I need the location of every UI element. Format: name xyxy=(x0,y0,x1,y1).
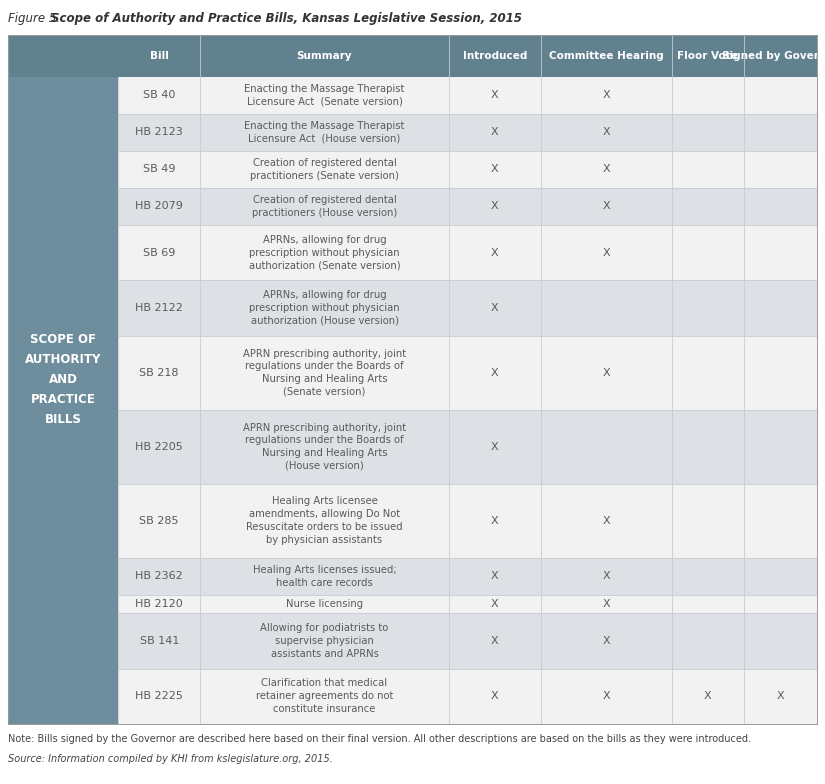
Text: SB 49: SB 49 xyxy=(143,165,176,174)
Text: SB 69: SB 69 xyxy=(143,248,176,258)
Text: X: X xyxy=(491,128,498,137)
Text: Bill: Bill xyxy=(150,51,168,61)
Text: HB 2362: HB 2362 xyxy=(135,571,183,581)
Text: APRN prescribing authority, joint
regulations under the Boards of
Nursing and He: APRN prescribing authority, joint regula… xyxy=(243,349,406,397)
Text: Creation of registered dental
practitioners (Senate version): Creation of registered dental practition… xyxy=(250,158,399,181)
Text: X: X xyxy=(602,636,610,646)
Text: X: X xyxy=(602,516,610,525)
Text: SB 141: SB 141 xyxy=(139,636,179,646)
Text: X: X xyxy=(602,571,610,581)
Text: X: X xyxy=(602,368,610,378)
Text: APRNs, allowing for drug
prescription without physician
authorization (Senate ve: APRNs, allowing for drug prescription wi… xyxy=(249,235,400,270)
Text: SB 218: SB 218 xyxy=(139,368,179,378)
Text: Healing Arts licensee
amendments, allowing Do Not
Resuscitate orders to be issue: Healing Arts licensee amendments, allowi… xyxy=(246,496,403,545)
Text: X: X xyxy=(491,441,498,452)
Text: X: X xyxy=(491,248,498,258)
Text: X: X xyxy=(704,691,711,701)
Text: X: X xyxy=(491,599,498,609)
Text: Scope of Authority and Practice Bills, Kansas Legislative Session, 2015: Scope of Authority and Practice Bills, K… xyxy=(51,12,522,25)
Text: Committee Hearing: Committee Hearing xyxy=(549,51,663,61)
Text: SB 40: SB 40 xyxy=(143,90,176,100)
Text: X: X xyxy=(602,201,610,212)
Text: Healing Arts licenses issued;
health care records: Healing Arts licenses issued; health car… xyxy=(252,564,396,587)
Text: X: X xyxy=(602,128,610,137)
Text: Signed by Governor: Signed by Governor xyxy=(722,51,825,61)
Text: HB 2120: HB 2120 xyxy=(135,599,183,609)
Text: Source: Information compiled by KHI from kslegislature.org, 2015.: Source: Information compiled by KHI from… xyxy=(8,754,332,764)
Text: HB 2123: HB 2123 xyxy=(135,128,183,137)
Text: APRN prescribing authority, joint
regulations under the Boards of
Nursing and He: APRN prescribing authority, joint regula… xyxy=(243,423,406,471)
Bar xyxy=(118,188,817,225)
Text: APRNs, allowing for drug
prescription without physician
authorization (House ver: APRNs, allowing for drug prescription wi… xyxy=(249,290,400,326)
Text: Clarification that medical
retainer agreements do not
constitute insurance: Clarification that medical retainer agre… xyxy=(256,678,394,714)
Text: HB 2079: HB 2079 xyxy=(135,201,183,212)
Text: X: X xyxy=(491,636,498,646)
Bar xyxy=(118,613,817,669)
Text: HB 2205: HB 2205 xyxy=(135,441,183,452)
Text: Note: Bills signed by the Governor are described here based on their final versi: Note: Bills signed by the Governor are d… xyxy=(8,734,751,744)
Text: X: X xyxy=(491,90,498,100)
Text: Nurse licensing: Nurse licensing xyxy=(286,599,363,609)
Bar xyxy=(118,281,817,336)
Text: X: X xyxy=(602,90,610,100)
Text: X: X xyxy=(602,599,610,609)
Text: Floor Vote: Floor Vote xyxy=(677,51,738,61)
Bar xyxy=(118,484,817,557)
Text: X: X xyxy=(491,368,498,378)
Text: X: X xyxy=(602,691,610,701)
Text: SCOPE OF
AUTHORITY
AND
PRACTICE
BILLS: SCOPE OF AUTHORITY AND PRACTICE BILLS xyxy=(25,333,101,426)
Text: X: X xyxy=(602,248,610,258)
Bar xyxy=(118,77,817,114)
Bar xyxy=(118,151,817,188)
Text: Enacting the Massage Therapist
Licensure Act  (House version): Enacting the Massage Therapist Licensure… xyxy=(244,121,405,143)
Text: X: X xyxy=(491,691,498,701)
Bar xyxy=(118,336,817,410)
Bar xyxy=(8,35,118,724)
Text: X: X xyxy=(491,516,498,525)
Text: X: X xyxy=(491,303,498,313)
Bar xyxy=(118,594,817,613)
Bar xyxy=(8,35,118,77)
Text: Summary: Summary xyxy=(297,51,352,61)
Text: SB 285: SB 285 xyxy=(139,516,179,525)
Text: Creation of registered dental
practitioners (House version): Creation of registered dental practition… xyxy=(252,195,397,218)
Text: Figure 5.: Figure 5. xyxy=(8,12,64,25)
Bar xyxy=(118,225,817,281)
Text: Introduced: Introduced xyxy=(463,51,527,61)
Text: X: X xyxy=(491,571,498,581)
Text: X: X xyxy=(776,691,784,701)
Text: HB 2225: HB 2225 xyxy=(135,691,183,701)
Bar xyxy=(118,35,817,77)
Text: X: X xyxy=(491,201,498,212)
Bar xyxy=(118,669,817,724)
Text: Allowing for podiatrists to
supervise physician
assistants and APRNs: Allowing for podiatrists to supervise ph… xyxy=(261,623,389,659)
Bar xyxy=(118,114,817,151)
Text: Enacting the Massage Therapist
Licensure Act  (Senate version): Enacting the Massage Therapist Licensure… xyxy=(244,84,405,107)
Bar xyxy=(118,410,817,484)
Text: HB 2122: HB 2122 xyxy=(135,303,183,313)
Text: X: X xyxy=(602,165,610,174)
Text: X: X xyxy=(491,165,498,174)
Bar xyxy=(118,557,817,594)
